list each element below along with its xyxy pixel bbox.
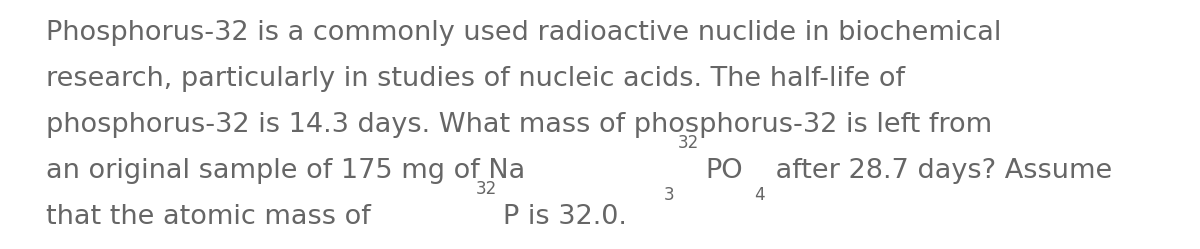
Text: 32: 32 [678,134,698,152]
Text: Phosphorus-32 is a commonly used radioactive nuclide in biochemical: Phosphorus-32 is a commonly used radioac… [46,20,1001,46]
Text: phosphorus-32 is 14.3 days. What mass of phosphorus-32 is left from: phosphorus-32 is 14.3 days. What mass of… [46,112,991,138]
Text: that the atomic mass of: that the atomic mass of [46,204,379,230]
Text: 32: 32 [475,180,497,198]
Text: after 28.7 days? Assume: after 28.7 days? Assume [767,158,1112,184]
Text: an original sample of 175 mg of Na: an original sample of 175 mg of Na [46,158,524,184]
Text: PO: PO [706,158,743,184]
Text: research, particularly in studies of nucleic acids. The half-life of: research, particularly in studies of nuc… [46,66,905,92]
Text: 3: 3 [664,187,674,204]
Text: P is 32.0.: P is 32.0. [503,204,628,230]
Text: 4: 4 [754,187,764,204]
